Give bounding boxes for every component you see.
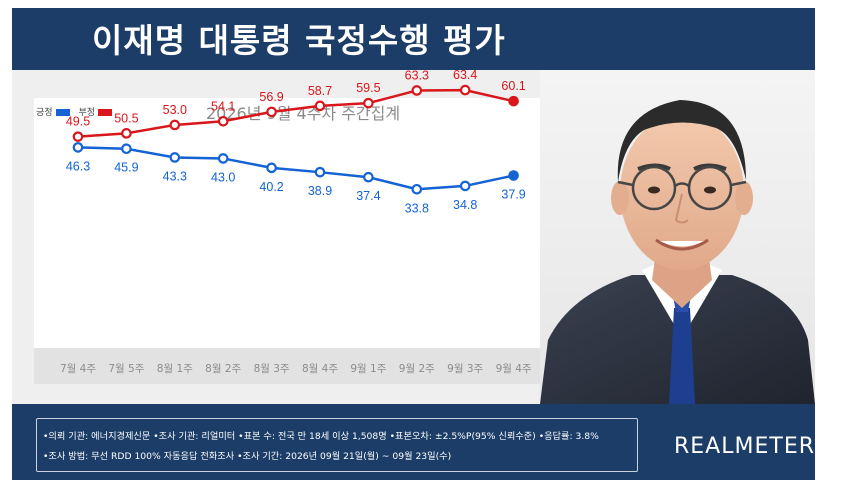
data-label: 50.5 — [114, 111, 138, 125]
data-point — [459, 180, 471, 192]
data-point — [72, 142, 84, 153]
x-axis-label-strip — [34, 348, 542, 384]
x-tick-label: 8월 4주 — [302, 363, 338, 375]
x-tick-label: 7월 4주 — [60, 363, 96, 375]
x-tick-label: 7월 5주 — [108, 363, 144, 375]
legend-positive-swatch — [55, 109, 70, 116]
data-point — [217, 115, 229, 127]
series-line-negative — [77, 88, 514, 138]
data-label: 59.5 — [356, 81, 380, 95]
data-label: 38.9 — [308, 184, 332, 198]
data-label: 40.2 — [259, 180, 283, 194]
chart-title: 2026년 9월 4주차 주간집계 — [206, 104, 401, 123]
data-label: 45.9 — [114, 161, 138, 175]
data-label: 34.8 — [453, 198, 477, 212]
legend-negative-label: 부정 — [78, 108, 95, 118]
data-point — [169, 119, 181, 131]
data-label: 58.7 — [308, 84, 332, 98]
survey-info-footer: •의뢰 기관: 에너지경제신문 •조사 기관: 리얼미터 •표본 수: 전국 만… — [12, 404, 815, 480]
data-point — [363, 171, 374, 183]
data-label: 43.0 — [211, 170, 235, 184]
data-point — [314, 166, 326, 178]
data-point — [314, 100, 326, 112]
data-point — [508, 170, 519, 181]
poll-infographic: 이재명 대통령 국정수행 평가 긍정 부정 2026년 9월 4주차 주간집계 … — [12, 8, 815, 480]
data-label: 56.9 — [259, 90, 283, 104]
data-point — [121, 143, 132, 155]
x-tick-label: 9월 1주 — [350, 363, 386, 375]
data-point — [266, 106, 277, 118]
series-line-positive — [77, 146, 514, 191]
data-label: 37.9 — [501, 188, 525, 202]
survey-info-line-1: •의뢰 기관: 에너지경제신문 •조사 기관: 리얼미터 •표본 수: 전국 만… — [43, 431, 599, 442]
data-label: 43.3 — [163, 169, 187, 183]
x-tick-label: 9월 3주 — [447, 363, 483, 375]
chart-legend: 긍정 부정 — [36, 105, 118, 118]
legend-positive-label: 긍정 — [36, 108, 53, 118]
survey-info-line-2: •조사 방법: 무선 RDD 100% 자동응답 전화조사 •조사 기간: 20… — [43, 451, 452, 462]
x-tick-label: 8월 2주 — [205, 363, 241, 375]
plot-area — [34, 98, 542, 348]
data-label: 54.1 — [211, 99, 235, 113]
x-tick-label: 9월 4주 — [496, 363, 532, 375]
x-tick-label: 8월 1주 — [157, 363, 193, 375]
data-point — [508, 95, 519, 107]
x-tick-label: 9월 2주 — [399, 363, 435, 375]
data-point — [121, 128, 132, 139]
line-chart: 49.5 50.5 53.0 54.1 56.9 58.7 59.5 63.3 63.4 60.1… — [60, 70, 532, 375]
data-point — [411, 183, 423, 195]
page-title: 이재명 대통령 국정수행 평가 — [92, 21, 506, 60]
data-point — [72, 131, 84, 142]
x-tick-label: 8월 3주 — [254, 363, 290, 375]
data-label: 37.4 — [356, 189, 380, 203]
data-label: 63.3 — [405, 70, 429, 82]
data-point — [266, 162, 277, 174]
data-label: 53.0 — [163, 103, 187, 117]
data-point — [411, 85, 423, 96]
survey-info-box: •의뢰 기관: 에너지경제신문 •조사 기관: 리얼미터 •표본 수: 전국 만… — [36, 418, 638, 472]
legend-negative-swatch — [98, 109, 112, 116]
data-point — [459, 84, 471, 96]
data-point — [217, 153, 229, 164]
data-label: 46.3 — [66, 159, 90, 173]
title-bar: 이재명 대통령 국정수행 평가 — [12, 8, 815, 70]
portrait-photo — [540, 70, 815, 404]
data-label: 33.8 — [405, 201, 429, 215]
data-point — [363, 97, 374, 109]
data-label: 49.5 — [66, 115, 90, 129]
data-label: 60.1 — [501, 79, 525, 93]
data-label: 63.4 — [453, 70, 477, 82]
realmeter-logo: REALMETER — [674, 434, 815, 459]
data-point — [169, 152, 181, 163]
